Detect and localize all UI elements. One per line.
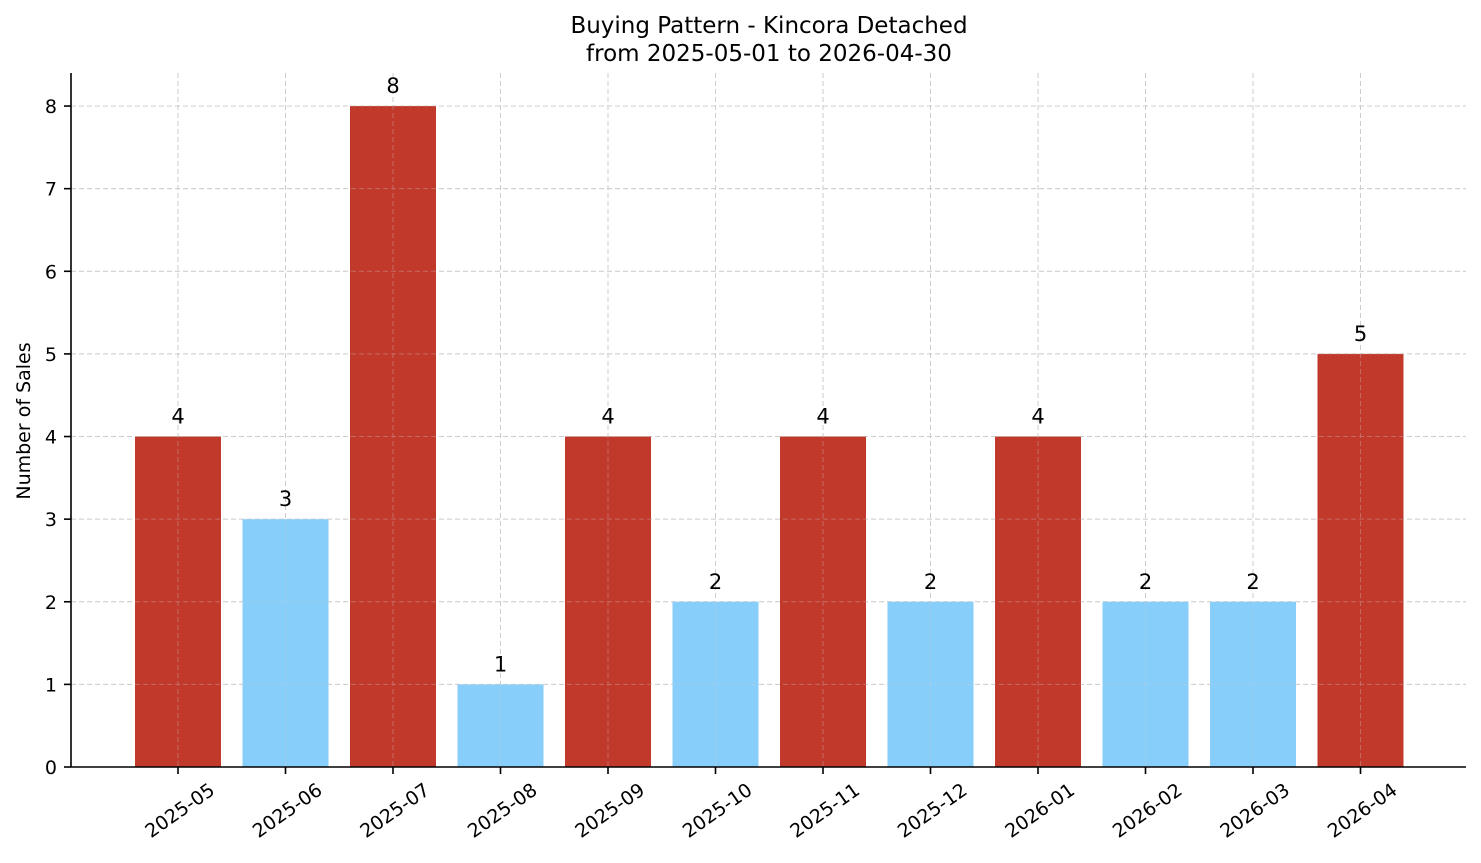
y-tick-label: 8: [45, 96, 57, 118]
x-tick-label: 2025-12: [894, 779, 972, 843]
y-tick-label: 4: [45, 427, 57, 449]
data-label: 4: [816, 405, 829, 429]
grid-overlay: [71, 73, 1466, 768]
y-tick-label: 5: [45, 344, 57, 366]
y-tick-label: 7: [45, 179, 57, 201]
x-tick-label: 2025-10: [679, 779, 757, 843]
x-tick-label: 2025-07: [356, 779, 434, 843]
bar-2025-06: [242, 519, 329, 767]
x-tick-label: 2026-04: [1324, 779, 1402, 843]
x-tick-label: 2025-05: [141, 779, 219, 843]
y-tick-label: 3: [45, 509, 57, 531]
bar-2025-07: [350, 106, 436, 768]
data-label: 8: [386, 74, 399, 98]
x-tick-label: 2026-01: [1001, 779, 1079, 843]
data-label: 2: [924, 570, 937, 594]
data-label: 5: [1354, 322, 1367, 346]
y-tick-label: 1: [45, 674, 57, 696]
bar-2025-12: [887, 601, 974, 767]
bar-2025-05: [135, 436, 221, 767]
data-label: 2: [1246, 570, 1259, 594]
data-label: 2: [709, 570, 722, 594]
y-tick-label: 0: [45, 757, 57, 779]
data-label: 3: [279, 487, 292, 511]
data-label: 4: [171, 405, 184, 429]
x-tick-label: 2025-09: [571, 779, 649, 843]
bar-2025-09: [565, 436, 651, 767]
bar-2026-03: [1210, 601, 1296, 767]
y-tick-label: 6: [45, 261, 57, 283]
bar-2026-04: [1317, 353, 1404, 767]
data-label: 4: [1031, 405, 1044, 429]
x-tick-label: 2026-02: [1109, 779, 1187, 843]
y-tick-label: 2: [45, 592, 57, 614]
x-tick-label: 2026-03: [1216, 779, 1294, 843]
x-tick-label: 2025-06: [249, 779, 327, 843]
bar-2026-01: [995, 436, 1081, 767]
data-label: 4: [601, 405, 614, 429]
bars: [71, 73, 1466, 768]
chart-subtitle: from 2025-05-01 to 2026-04-30: [586, 41, 952, 67]
bar-2025-08: [457, 684, 544, 767]
bar-2025-11: [780, 436, 866, 767]
data-label: 1: [494, 652, 507, 676]
bar-2025-10: [672, 601, 759, 767]
bar-2026-02: [1102, 601, 1189, 767]
x-tick-label: 2025-08: [464, 779, 542, 843]
data-labels: 4 3 8 1 4 2 4 2 4 2 2 5: [171, 74, 1367, 676]
y-axis-label: Number of Sales: [13, 342, 35, 499]
data-label: 2: [1139, 570, 1152, 594]
x-tick-label: 2025-11: [786, 779, 864, 843]
chart-title: Buying Pattern - Kincora Detached: [570, 13, 967, 39]
